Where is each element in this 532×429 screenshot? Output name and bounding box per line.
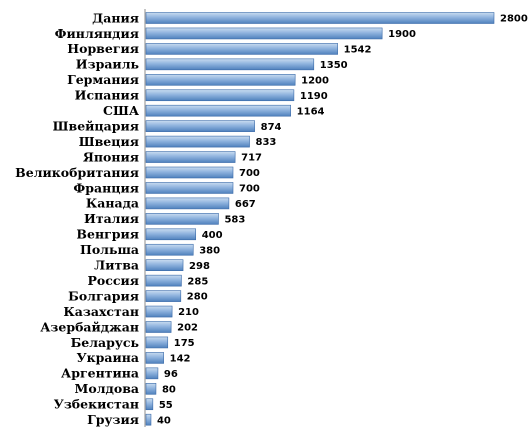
value-label: 202: [177, 323, 198, 334]
value-label: 280: [187, 292, 208, 303]
category-label: Швеция: [79, 134, 139, 149]
category-label: Грузия: [87, 412, 139, 427]
bar: [145, 104, 291, 117]
bar: [145, 259, 184, 272]
category-label: Аргентина: [61, 366, 139, 381]
category-label: Казахстан: [63, 304, 139, 319]
bar: [145, 305, 173, 318]
value-label: 175: [174, 338, 195, 349]
category-label: Польша: [80, 242, 139, 257]
category-label: Франция: [73, 180, 139, 195]
bars-group: [145, 12, 495, 426]
value-label: 1350: [320, 60, 348, 71]
bar: [145, 43, 338, 55]
value-label: 874: [261, 122, 282, 133]
value-label: 1190: [300, 91, 328, 102]
category-label: Великобритания: [15, 165, 139, 180]
value-label: 298: [189, 261, 210, 272]
bar: [145, 382, 157, 395]
bar: [145, 413, 152, 426]
category-label: Болгария: [68, 288, 139, 303]
bar: [145, 197, 230, 210]
bar: [145, 352, 164, 364]
value-label: 1200: [301, 75, 329, 86]
value-label: 1900: [388, 29, 416, 40]
bar: [145, 74, 296, 86]
value-label: 142: [170, 354, 191, 365]
category-label: Канада: [86, 196, 139, 211]
value-label: 2800: [500, 14, 528, 25]
bar: [145, 12, 495, 24]
value-label: 717: [241, 153, 262, 164]
value-label: 380: [199, 245, 220, 256]
bar: [145, 336, 169, 349]
bar: [145, 120, 255, 132]
category-labels-group: ДанияФинляндияНорвегияИзраильГерманияИсп…: [15, 10, 140, 427]
category-label: Азербайджан: [40, 319, 139, 334]
bar: [145, 274, 182, 287]
bar: [145, 290, 182, 302]
category-label: США: [103, 103, 140, 118]
bar: [145, 135, 250, 148]
value-label: 80: [162, 384, 176, 395]
value-label: 833: [256, 137, 277, 148]
bar: [145, 321, 172, 333]
value-label: 1164: [297, 106, 325, 117]
category-label: Венгрия: [76, 227, 139, 242]
category-label: Италия: [84, 211, 139, 226]
value-label: 400: [202, 230, 223, 241]
category-label: Россия: [88, 273, 139, 288]
category-label: Молдова: [75, 381, 139, 396]
category-label: Дания: [92, 10, 139, 25]
bar: [145, 213, 219, 225]
category-label: Украина: [76, 350, 139, 365]
bar: [145, 58, 315, 71]
category-label: Германия: [67, 72, 139, 87]
category-label: Беларусь: [71, 335, 139, 350]
value-label: 667: [235, 199, 256, 210]
value-label: 96: [164, 369, 178, 380]
value-label: 210: [178, 307, 199, 318]
value-label: 40: [157, 415, 171, 426]
value-label: 700: [239, 184, 260, 195]
bar: [145, 27, 383, 40]
value-label: 1542: [344, 45, 372, 56]
category-label: Норвегия: [67, 41, 139, 56]
value-labels-group: 2800 1900 1542 1350 1200 1190 1164 874 833 717 700…: [157, 14, 528, 427]
value-label: 55: [159, 400, 173, 411]
category-label: Израиль: [76, 57, 139, 72]
bar: [145, 367, 159, 380]
category-label: Швейцария: [53, 118, 139, 133]
category-label: Литва: [94, 258, 139, 273]
category-label: Финляндия: [55, 26, 139, 41]
bar: [145, 89, 295, 102]
bar: [145, 398, 154, 411]
bar: [145, 243, 194, 256]
category-label: Япония: [83, 149, 139, 164]
bar: [145, 228, 197, 241]
bar: [145, 182, 234, 194]
value-label: 700: [239, 168, 260, 179]
value-label: 285: [187, 276, 208, 287]
category-label: Испания: [75, 88, 139, 103]
bar: [145, 166, 234, 179]
value-label: 583: [224, 214, 245, 225]
bar: [145, 151, 236, 163]
category-label: Узбекистан: [54, 397, 139, 412]
